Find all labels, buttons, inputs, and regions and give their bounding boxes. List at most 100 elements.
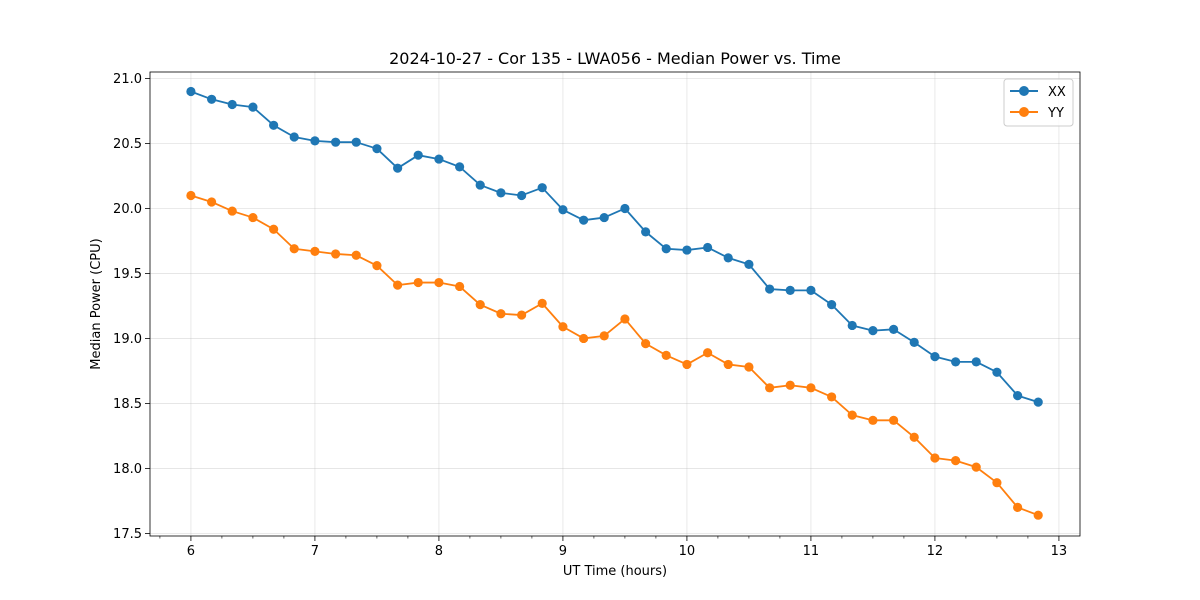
data-point-yy [641, 339, 651, 349]
y-tick-label: 17.5 [113, 527, 142, 542]
data-point-yy [517, 310, 527, 320]
data-point-xx [951, 357, 961, 367]
data-point-xx [785, 285, 795, 295]
y-tick-label: 20.5 [113, 137, 142, 152]
data-point-yy [289, 244, 299, 254]
data-point-yy [620, 314, 630, 324]
data-point-yy [703, 348, 713, 358]
data-point-yy [310, 246, 320, 256]
y-tick-label: 21.0 [113, 72, 142, 87]
x-tick-label: 11 [803, 544, 820, 559]
data-point-xx [1033, 397, 1043, 407]
data-point-xx [579, 215, 589, 225]
data-point-yy [661, 350, 671, 360]
data-point-xx [971, 357, 981, 367]
data-point-xx [413, 150, 423, 160]
data-point-xx [827, 300, 837, 310]
data-point-yy [579, 333, 589, 344]
data-point-xx [227, 99, 237, 110]
data-point-xx [310, 136, 320, 146]
data-point-yy [537, 298, 547, 308]
legend-label-yy: YY [1047, 106, 1064, 121]
data-point-yy [248, 212, 258, 223]
data-point-xx [889, 324, 899, 334]
data-point-xx [1013, 391, 1023, 401]
data-point-yy [475, 300, 485, 310]
data-point-xx [847, 320, 857, 331]
data-point-yy [413, 277, 423, 288]
data-point-xx [207, 94, 217, 104]
data-point-yy [599, 331, 609, 341]
plot-frame [149, 71, 1081, 537]
y-axis-label: Median Power (CPU) [89, 238, 104, 369]
x-tick-label: 9 [559, 544, 567, 559]
data-point-xx [744, 259, 754, 269]
grid [150, 72, 1080, 536]
data-point-yy [1013, 502, 1023, 513]
data-point-yy [351, 250, 361, 260]
data-point-yy [558, 322, 568, 332]
legend-marker-yy [1019, 107, 1029, 117]
data-point-xx [682, 245, 692, 255]
data-point-yy [909, 432, 919, 442]
data-point-xx [641, 227, 651, 237]
data-point-xx [269, 120, 279, 130]
data-point-xx [289, 132, 299, 142]
data-point-yy [889, 415, 899, 425]
series-yy [186, 190, 1043, 520]
data-point-xx [620, 203, 630, 214]
data-point-yy [951, 456, 961, 466]
x-tick-label: 6 [187, 544, 195, 559]
data-point-xx [475, 180, 485, 190]
data-point-xx [703, 242, 713, 253]
data-point-yy [331, 249, 341, 259]
data-point-xx [393, 163, 403, 173]
data-point-yy [744, 362, 754, 372]
data-point-yy [971, 462, 981, 472]
data-point-xx [599, 212, 609, 223]
data-point-yy [765, 383, 775, 393]
series-layer [186, 86, 1043, 520]
x-tick-label: 7 [311, 544, 319, 559]
data-point-yy [393, 280, 403, 290]
data-point-xx [496, 188, 506, 198]
data-point-yy [847, 410, 857, 420]
data-point-yy [372, 261, 382, 271]
data-point-yy [455, 281, 465, 292]
data-point-yy [207, 197, 217, 207]
y-tick-label: 19.0 [113, 332, 142, 347]
x-tick-label: 10 [679, 544, 696, 559]
legend-label-xx: XX [1048, 85, 1066, 100]
data-point-xx [992, 367, 1002, 377]
data-point-xx [434, 154, 444, 164]
data-point-yy [227, 206, 237, 216]
data-point-xx [537, 183, 547, 193]
x-tick-label: 13 [1051, 544, 1068, 559]
data-point-xx [909, 337, 919, 347]
data-point-yy [269, 224, 279, 234]
data-point-yy [434, 277, 444, 288]
data-point-yy [930, 453, 940, 463]
data-point-xx [723, 253, 733, 263]
data-point-yy [1033, 510, 1043, 520]
chart-title: 2024-10-27 - Cor 135 - LWA056 - Median P… [389, 49, 841, 68]
legend-entry-xx: XX [1010, 85, 1066, 100]
data-point-xx [930, 352, 940, 362]
data-point-xx [372, 144, 382, 154]
data-point-xx [868, 326, 878, 336]
series-xx [186, 86, 1043, 407]
legend: XX YY [1003, 78, 1074, 127]
data-point-xx [806, 285, 816, 295]
data-point-xx [765, 284, 775, 294]
data-point-yy [806, 383, 816, 393]
x-tick-label: 8 [435, 544, 443, 559]
y-tick-label: 18.0 [113, 462, 142, 477]
data-point-yy [496, 309, 506, 319]
y-tick-label: 19.5 [113, 267, 142, 282]
data-point-xx [331, 137, 341, 147]
y-tick-label: 20.0 [113, 202, 142, 217]
data-point-xx [248, 102, 258, 112]
data-point-xx [351, 137, 361, 147]
